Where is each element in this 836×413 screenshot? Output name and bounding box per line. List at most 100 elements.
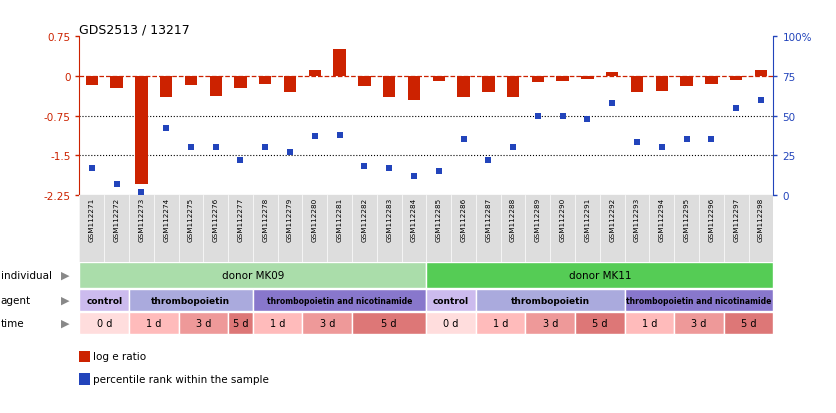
Text: 1 d: 1 d bbox=[493, 318, 508, 328]
Text: 3 d: 3 d bbox=[319, 318, 335, 328]
Text: log e ratio: log e ratio bbox=[93, 351, 146, 361]
Bar bbox=[655, 77, 668, 91]
Bar bbox=[476, 290, 624, 311]
Bar bbox=[179, 312, 228, 334]
Text: GSM112277: GSM112277 bbox=[237, 197, 243, 242]
Bar bbox=[79, 290, 129, 311]
Text: donor MK09: donor MK09 bbox=[222, 271, 284, 280]
Text: GSM112273: GSM112273 bbox=[139, 197, 145, 242]
Bar bbox=[624, 290, 773, 311]
Bar bbox=[129, 312, 179, 334]
Bar bbox=[457, 77, 470, 98]
Bar bbox=[476, 312, 526, 334]
Bar bbox=[129, 290, 252, 311]
Bar bbox=[426, 262, 773, 288]
Text: GSM112289: GSM112289 bbox=[535, 197, 541, 242]
Bar bbox=[308, 70, 321, 77]
Bar bbox=[408, 77, 421, 100]
Text: agent: agent bbox=[1, 295, 31, 305]
Bar bbox=[79, 262, 426, 288]
Text: GSM112291: GSM112291 bbox=[584, 197, 590, 242]
Text: time: time bbox=[1, 318, 24, 328]
Bar bbox=[557, 77, 568, 82]
Text: GSM112296: GSM112296 bbox=[708, 197, 714, 242]
Text: 3 d: 3 d bbox=[196, 318, 211, 328]
Bar bbox=[110, 77, 123, 88]
Bar bbox=[730, 77, 742, 81]
Bar bbox=[631, 77, 643, 93]
Bar bbox=[606, 73, 619, 77]
Bar bbox=[724, 312, 773, 334]
Bar bbox=[624, 312, 674, 334]
Text: thrombopoietin and nicotinamide: thrombopoietin and nicotinamide bbox=[626, 296, 772, 305]
Bar bbox=[85, 77, 98, 86]
Text: GSM112295: GSM112295 bbox=[684, 197, 690, 242]
Bar bbox=[228, 312, 252, 334]
Text: GSM112285: GSM112285 bbox=[436, 197, 441, 242]
Text: individual: individual bbox=[1, 271, 52, 280]
Text: 3 d: 3 d bbox=[691, 318, 706, 328]
Text: GSM112272: GSM112272 bbox=[114, 197, 120, 242]
Bar bbox=[303, 312, 352, 334]
Text: thrombopoietin: thrombopoietin bbox=[511, 296, 590, 305]
Text: donor MK11: donor MK11 bbox=[568, 271, 631, 280]
Bar bbox=[352, 312, 426, 334]
Text: GSM112280: GSM112280 bbox=[312, 197, 318, 242]
Bar bbox=[575, 312, 624, 334]
Bar bbox=[426, 290, 476, 311]
Bar bbox=[482, 77, 495, 93]
Text: GDS2513 / 13217: GDS2513 / 13217 bbox=[79, 23, 190, 36]
Bar bbox=[79, 312, 129, 334]
Bar bbox=[581, 77, 594, 79]
Bar bbox=[426, 312, 476, 334]
Text: GSM112293: GSM112293 bbox=[634, 197, 640, 242]
Bar bbox=[358, 77, 370, 87]
Text: GSM112294: GSM112294 bbox=[659, 197, 665, 242]
Text: GSM112297: GSM112297 bbox=[733, 197, 739, 242]
Text: GSM112278: GSM112278 bbox=[263, 197, 268, 242]
Bar bbox=[210, 77, 222, 97]
Bar bbox=[259, 77, 272, 85]
Bar bbox=[252, 312, 303, 334]
Text: GSM112288: GSM112288 bbox=[510, 197, 516, 242]
Text: ▶: ▶ bbox=[61, 271, 69, 280]
Bar bbox=[755, 70, 767, 77]
Text: thrombopoietin: thrombopoietin bbox=[151, 296, 231, 305]
Text: 1 d: 1 d bbox=[642, 318, 657, 328]
Text: 5 d: 5 d bbox=[232, 318, 248, 328]
Text: 5 d: 5 d bbox=[381, 318, 397, 328]
Text: 0 d: 0 d bbox=[443, 318, 459, 328]
Text: GSM112298: GSM112298 bbox=[758, 197, 764, 242]
Bar bbox=[681, 77, 693, 87]
Bar bbox=[432, 77, 445, 82]
Text: GSM112276: GSM112276 bbox=[212, 197, 219, 242]
Text: control: control bbox=[86, 296, 122, 305]
Text: GSM112281: GSM112281 bbox=[337, 197, 343, 242]
Text: 5 d: 5 d bbox=[741, 318, 757, 328]
Text: 1 d: 1 d bbox=[270, 318, 285, 328]
Bar bbox=[383, 77, 395, 98]
Text: GSM112271: GSM112271 bbox=[89, 197, 94, 242]
Text: GSM112290: GSM112290 bbox=[559, 197, 566, 242]
Text: ▶: ▶ bbox=[61, 295, 69, 305]
Text: GSM112274: GSM112274 bbox=[163, 197, 169, 242]
Bar bbox=[334, 50, 346, 77]
Text: ▶: ▶ bbox=[61, 318, 69, 328]
Text: GSM112287: GSM112287 bbox=[486, 197, 492, 242]
Text: GSM112284: GSM112284 bbox=[411, 197, 417, 242]
Text: GSM112282: GSM112282 bbox=[361, 197, 367, 242]
Text: control: control bbox=[433, 296, 469, 305]
Text: GSM112275: GSM112275 bbox=[188, 197, 194, 242]
Bar bbox=[252, 290, 426, 311]
Text: GSM112292: GSM112292 bbox=[609, 197, 615, 242]
Bar bbox=[674, 312, 724, 334]
Text: 0 d: 0 d bbox=[96, 318, 112, 328]
Bar bbox=[526, 312, 575, 334]
Bar bbox=[234, 77, 247, 88]
Text: GSM112286: GSM112286 bbox=[461, 197, 466, 242]
Text: 1 d: 1 d bbox=[146, 318, 161, 328]
Bar bbox=[135, 77, 148, 185]
Text: percentile rank within the sample: percentile rank within the sample bbox=[93, 374, 268, 384]
Text: GSM112279: GSM112279 bbox=[287, 197, 293, 242]
Text: 5 d: 5 d bbox=[592, 318, 608, 328]
